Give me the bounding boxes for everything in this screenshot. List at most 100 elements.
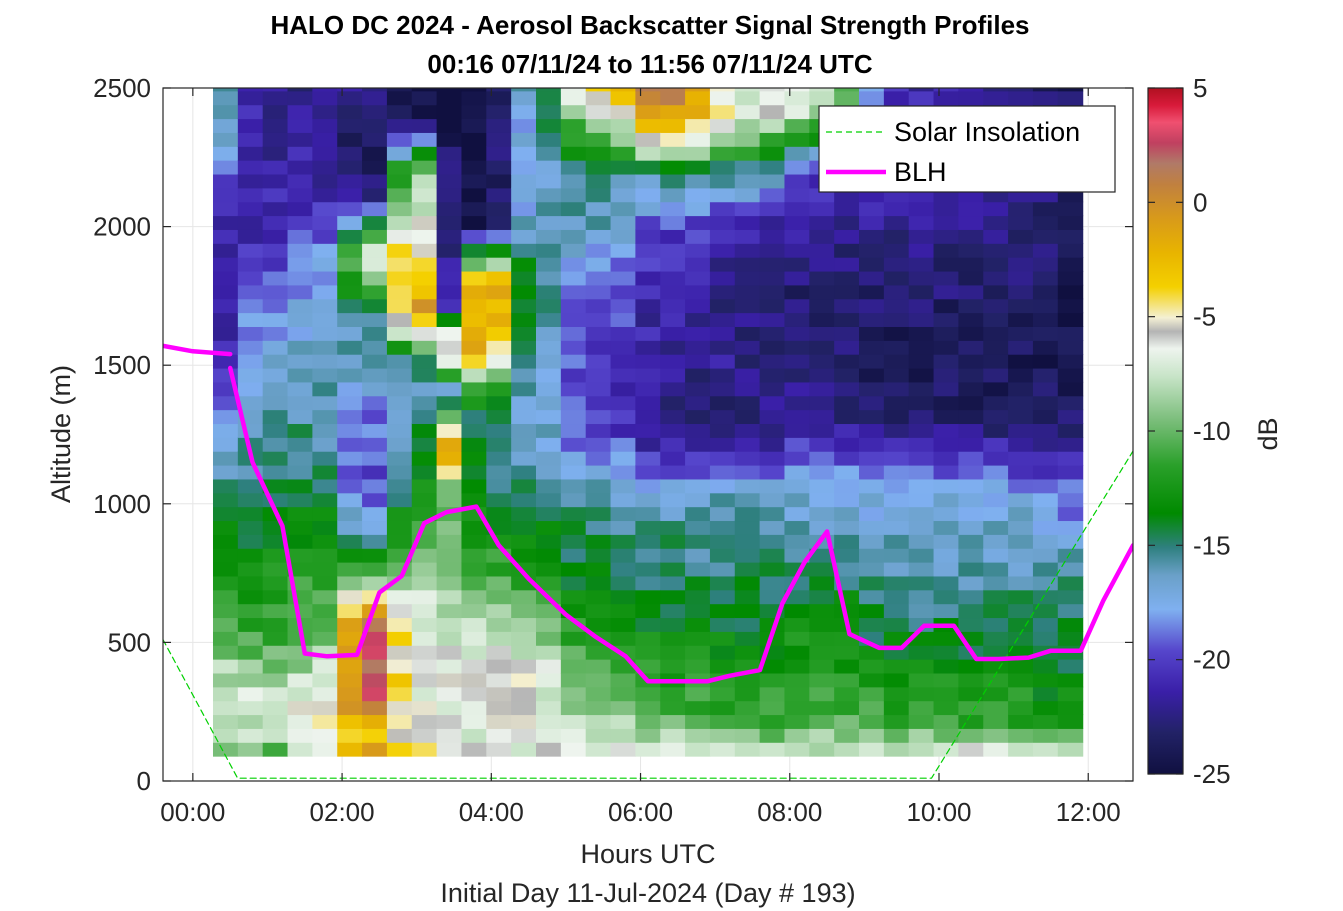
heatmap-cell: [660, 326, 686, 341]
heatmap-cell: [411, 464, 438, 480]
heatmap-cell: [958, 88, 984, 92]
heatmap-cell: [784, 381, 810, 397]
heatmap-cell: [660, 312, 686, 327]
heatmap-cell: [536, 146, 562, 161]
heatmap-cell: [660, 367, 686, 383]
heatmap-cell: [212, 201, 239, 217]
heatmap-cell: [859, 243, 885, 258]
heatmap-cell: [212, 326, 239, 341]
heatmap-cell: [1057, 603, 1084, 619]
heatmap-cell: [610, 312, 636, 327]
heatmap-cell: [262, 686, 289, 702]
heatmap-cell: [237, 534, 264, 549]
heatmap-cell: [1032, 270, 1059, 286]
heatmap-cell: [536, 312, 562, 327]
heatmap-cell: [709, 354, 736, 369]
heatmap-cell: [486, 146, 512, 161]
heatmap-cell: [585, 187, 612, 203]
heatmap-cell: [585, 118, 612, 133]
heatmap-cell: [883, 520, 910, 535]
heatmap-cell: [237, 88, 264, 92]
heatmap-cell: [560, 409, 587, 425]
heatmap-cell: [287, 700, 313, 716]
heatmap-cell: [212, 215, 239, 230]
heatmap-cell: [411, 160, 438, 175]
heatmap-cell: [585, 659, 612, 674]
heatmap-cell: [709, 728, 736, 743]
heatmap-cell: [809, 437, 835, 452]
heatmap-cell: [486, 88, 512, 92]
heatmap-cell: [834, 672, 860, 688]
heatmap-cell: [436, 270, 463, 286]
heatmap-cell: [436, 118, 463, 133]
heatmap-cell: [660, 381, 686, 397]
heatmap-cell: [883, 340, 910, 355]
heatmap-cell: [212, 534, 239, 549]
heatmap-cell: [834, 700, 860, 716]
heatmap-cell: [1032, 548, 1059, 563]
heatmap-cell: [461, 714, 487, 729]
heatmap-cell: [262, 437, 289, 452]
heatmap-cell: [212, 631, 239, 646]
heatmap-cell: [784, 478, 810, 494]
heatmap-cell: [734, 270, 761, 286]
heatmap-cell: [1008, 437, 1034, 452]
heatmap-cell: [237, 714, 264, 729]
heatmap-cell: [312, 312, 338, 327]
heatmap-cell: [859, 354, 885, 369]
heatmap-cell: [337, 104, 363, 120]
heatmap-cell: [511, 672, 537, 688]
heatmap-cell: [386, 631, 413, 646]
heatmap-cell: [685, 659, 711, 674]
heatmap-cell: [1032, 520, 1059, 535]
heatmap-cell: [610, 326, 636, 341]
heatmap-cell: [685, 160, 711, 175]
heatmap-cell: [635, 631, 661, 646]
heatmap-cell: [933, 562, 959, 577]
heatmap-cell: [759, 173, 786, 189]
heatmap-cell: [1032, 367, 1059, 383]
heatmap-cell: [511, 728, 537, 743]
heatmap-cell: [1057, 451, 1084, 466]
heatmap-cell: [908, 617, 935, 632]
heatmap-cell: [859, 229, 885, 244]
solar-insolation-line: [163, 450, 1133, 779]
heatmap-cell: [759, 395, 786, 411]
heatmap-cell: [933, 520, 959, 535]
heatmap-cell: [212, 645, 239, 660]
heatmap-cell: [436, 354, 463, 369]
heatmap-cell: [560, 215, 587, 230]
heatmap-cell: [585, 146, 612, 161]
heatmap-cell: [212, 603, 239, 619]
heatmap-cell: [237, 659, 264, 674]
heatmap-cell: [337, 437, 363, 452]
heatmap-cell: [560, 423, 587, 438]
heatmap-cell: [411, 201, 438, 217]
heatmap-cell: [809, 506, 835, 522]
heatmap-cell: [635, 298, 661, 314]
heatmap-cell: [262, 243, 289, 258]
heatmap-cell: [262, 367, 289, 383]
heatmap-cell: [709, 257, 736, 272]
heatmap-cell: [287, 395, 313, 411]
heatmap-cell: [685, 451, 711, 466]
heatmap-cell: [287, 478, 313, 494]
x-axis-sublabel: Initial Day 11-Jul-2024 (Day # 193): [440, 878, 855, 908]
heatmap-cell: [436, 423, 463, 438]
heatmap-cell: [237, 603, 264, 619]
heatmap-cell: [585, 132, 612, 147]
heatmap-cell: [834, 354, 860, 369]
heatmap-cell: [1008, 700, 1034, 716]
heatmap-cell: [337, 672, 363, 688]
heatmap-cell: [933, 603, 959, 619]
heatmap-cell: [461, 354, 487, 369]
heatmap-cell: [983, 270, 1009, 286]
heatmap-cell: [784, 243, 810, 258]
heatmap-cell: [362, 464, 388, 480]
heatmap-cell: [883, 423, 910, 438]
heatmap-cell: [461, 645, 487, 660]
heatmap-cell: [933, 90, 959, 106]
heatmap-cell: [461, 146, 487, 161]
heatmap-cell: [461, 409, 487, 425]
heatmap-cell: [237, 326, 264, 341]
